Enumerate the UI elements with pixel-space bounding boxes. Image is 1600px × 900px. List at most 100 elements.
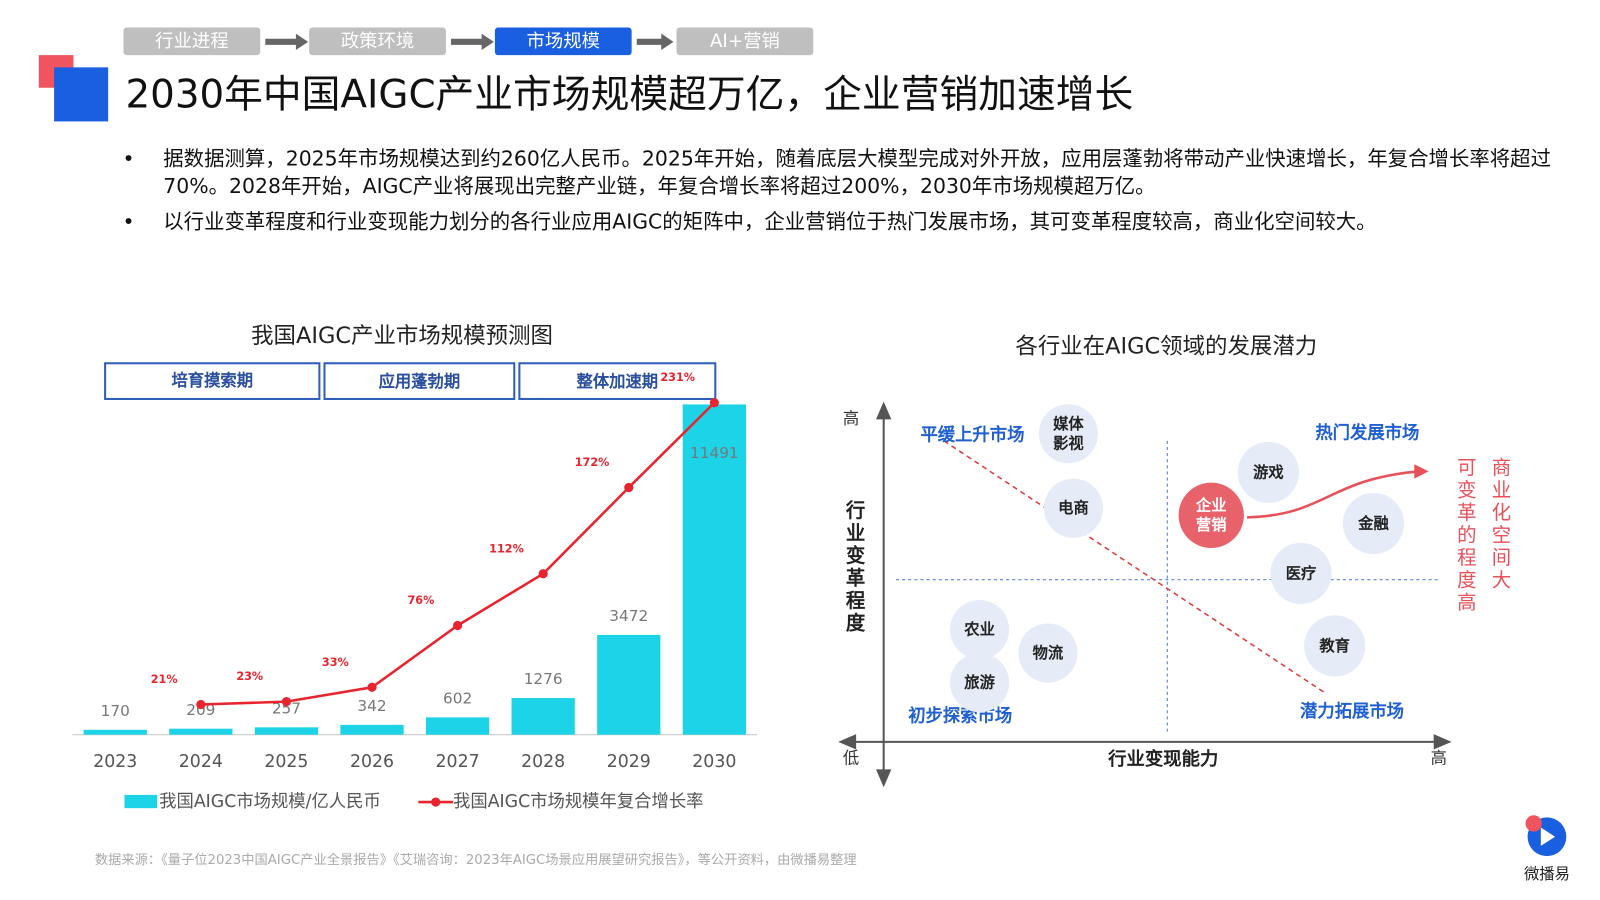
phase-label: 应用蓬勃期 — [379, 372, 461, 391]
y-axis-label: 行业变革程度 — [843, 499, 867, 635]
bar — [254, 727, 319, 735]
phase-label: 整体加速期 — [576, 372, 659, 391]
axis-end: 高 — [1431, 749, 1447, 768]
diagonal — [943, 440, 1327, 695]
note: 可变革的程度高 — [1454, 457, 1477, 614]
bar-value-label: 257 — [272, 699, 301, 717]
axis-arrow — [838, 734, 1452, 750]
bubble-label: 物流 — [1033, 644, 1064, 662]
logo: 微播易 — [1524, 815, 1570, 883]
x-tick-label: 2025 — [264, 752, 308, 772]
bullet: 以行业变革程度和行业变现能力划分的各行业应用AIGC的矩阵中，企业营销位于热门发… — [163, 209, 1377, 234]
nav-tab-active[interactable] — [494, 27, 632, 56]
nav: 行业进程 政策环境 市场规模 AI+营销 — [123, 27, 814, 56]
bubble — [1043, 478, 1104, 538]
bubble-label: 教育 — [1318, 636, 1350, 654]
nav-arrow — [295, 33, 309, 50]
chart-title: 我国AIGC产业市场规模预测图 — [251, 323, 553, 349]
bubble-label: 医疗 — [1286, 564, 1317, 582]
nav-arrow — [481, 33, 494, 50]
line-value-label: 21% — [151, 673, 178, 686]
bullet-dot: • — [122, 209, 135, 234]
line-point — [281, 697, 292, 707]
note: 商业化空间大 — [1488, 457, 1511, 592]
matrix-title: 各行业在AIGC领域的发展潜力 — [1015, 333, 1317, 359]
bubble — [1270, 542, 1332, 605]
x-tick-label: 2028 — [521, 752, 565, 772]
trend-arrow — [1414, 464, 1429, 479]
nav-tab[interactable] — [309, 27, 446, 56]
bar — [597, 634, 661, 735]
bubble — [1304, 615, 1366, 677]
axis-end: 高 — [843, 409, 859, 428]
bullets: • 据数据测算，2025年市场规模达到约260亿人民币。2025年开始，随着底层大… — [122, 145, 1552, 234]
phase-label: 培育摸索期 — [171, 371, 253, 390]
bar — [511, 698, 575, 735]
x-tick-label: 2027 — [436, 752, 480, 772]
slide-title: 2030年中国AIGC产业市场规模超万亿，企业营销加速增长 — [126, 72, 1134, 117]
matrix: 各行业在AIGC领域的发展潜力 高 低 高 行业变革程度 行业变现能力 平缓上升… — [838, 333, 1511, 788]
x-tick-label: 2024 — [179, 752, 223, 772]
legend-swatch — [124, 794, 158, 809]
phase-box — [104, 362, 321, 400]
legend-label: 我国AIGC市场规模年复合增长率 — [453, 792, 703, 812]
bullet-dot: • — [122, 145, 135, 171]
nav-label[interactable]: AI+营销 — [710, 31, 780, 52]
bubble — [950, 653, 1010, 713]
line-value-label: 172% — [575, 456, 610, 469]
bar — [169, 728, 233, 735]
x-tick-label: 2026 — [350, 752, 394, 772]
bubble-label: 电商 — [1058, 499, 1089, 517]
bar-value-label: 11491 — [690, 444, 739, 462]
bubble — [1342, 492, 1405, 555]
bubble — [1178, 482, 1244, 548]
bubble-label: 金融 — [1357, 514, 1389, 532]
line-point — [452, 620, 463, 631]
phase-box — [323, 362, 516, 400]
quadrant-label: 热门发展市场 — [1315, 423, 1419, 444]
axis-end: 低 — [843, 749, 859, 768]
bar — [340, 724, 404, 735]
line-value-label: 76% — [407, 594, 434, 607]
bar-value-label: 170 — [101, 702, 130, 720]
line-point — [709, 398, 719, 408]
source: 数据来源：《量子位2023中国AIGC产业全景报告》《艾瑞咨询：2023年AIG… — [95, 851, 857, 868]
legend-swatch — [431, 797, 441, 807]
bar — [83, 729, 147, 735]
bubble-label: 游戏 — [1253, 463, 1284, 481]
bubble-label: 农业 — [963, 620, 995, 638]
nav-label[interactable]: 行业进程 — [155, 31, 228, 52]
bar — [682, 404, 746, 735]
bubble — [1237, 441, 1299, 504]
quadrant-label: 初步探索市场 — [908, 705, 1012, 726]
line-point — [538, 569, 548, 579]
bubble-label: 旅游 — [964, 673, 995, 691]
logo-text: 微播易 — [1524, 865, 1570, 883]
bullet: 据数据测算，2025年市场规模达到约260亿人民币。2025年开始，随着底层大模… — [163, 145, 1552, 198]
line-value-label: 112% — [489, 542, 524, 555]
line-point — [624, 482, 634, 493]
nav-tab[interactable] — [123, 27, 261, 56]
phase-box — [518, 362, 717, 400]
quadrant-label: 潜力拓展市场 — [1300, 701, 1404, 722]
legend-label: 我国AIGC市场规模/亿人民币 — [159, 792, 381, 812]
bar-chart: 我国AIGC产业市场规模预测图 培育摸索期 应用蓬勃期 整体加速期 2023 20… — [72, 323, 758, 812]
nav-label[interactable]: 市场规模 — [527, 31, 600, 52]
trend-arrow — [1246, 470, 1419, 519]
bubble — [1018, 623, 1078, 683]
bar-value-label: 1276 — [524, 670, 563, 688]
line-point — [196, 699, 206, 710]
bar-value-label: 3472 — [609, 607, 648, 625]
bubble — [950, 600, 1010, 660]
quadrant-label: 平缓上升市场 — [920, 425, 1024, 446]
x-tick-label: 2023 — [93, 752, 137, 772]
x-tick-label: 2030 — [692, 752, 736, 772]
nav-label[interactable]: 政策环境 — [341, 31, 414, 52]
bar-value-label: 342 — [357, 697, 386, 715]
nav-tab[interactable] — [676, 27, 814, 56]
axis-arrow — [876, 401, 892, 788]
bar-value-label: 602 — [443, 690, 472, 708]
line-value-label: 33% — [322, 656, 349, 669]
